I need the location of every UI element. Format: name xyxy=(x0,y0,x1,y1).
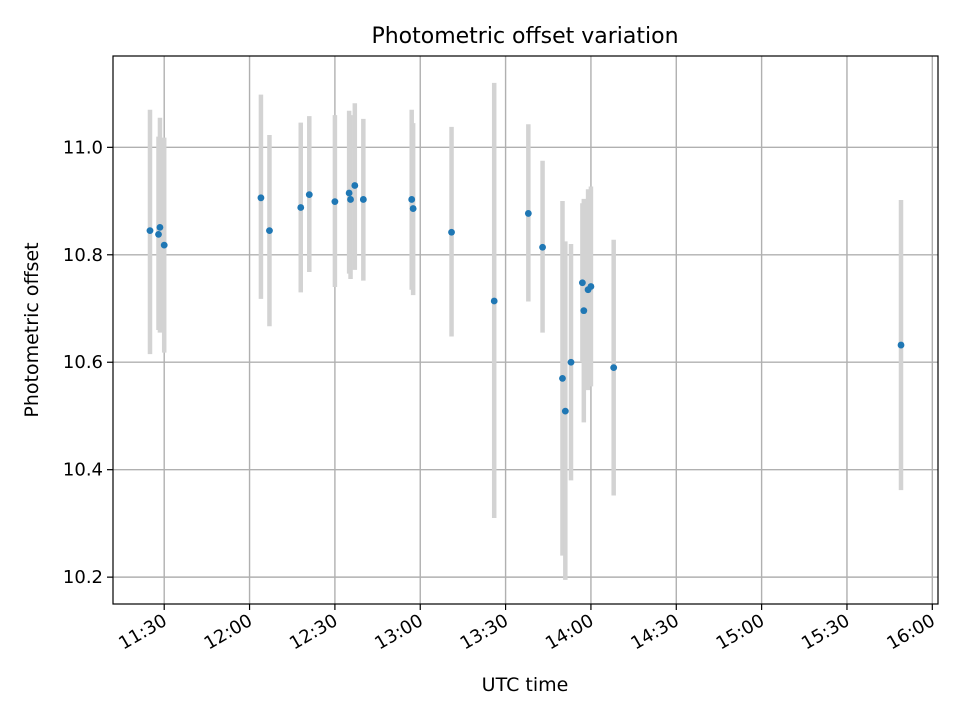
data-point xyxy=(266,227,273,235)
data-point xyxy=(347,196,354,203)
data-point xyxy=(297,204,305,211)
data-point xyxy=(345,189,353,197)
x-tick-label: 12:00 xyxy=(201,610,256,654)
x-tick-label: 12:30 xyxy=(286,610,341,654)
x-tick-label: 14:30 xyxy=(627,610,682,654)
data-point xyxy=(351,182,359,189)
y-axis-label: Photometric offset xyxy=(21,242,43,417)
data-point xyxy=(567,358,575,366)
x-tick-label: 14:00 xyxy=(542,610,597,654)
y-tick-label: 11.0 xyxy=(63,137,103,158)
data-point xyxy=(160,241,168,249)
chart-title: Photometric offset variation xyxy=(371,24,678,49)
x-tick-label: 11:30 xyxy=(115,610,170,654)
data-point xyxy=(587,283,595,290)
data-point xyxy=(561,407,569,415)
x-axis-label: UTC time xyxy=(482,674,569,696)
data-point xyxy=(448,228,455,236)
data-point xyxy=(897,341,905,349)
data-point xyxy=(305,191,313,199)
y-tick-label: 10.6 xyxy=(63,352,103,373)
data-point xyxy=(578,279,586,287)
y-tick-label: 10.4 xyxy=(63,460,103,481)
plot-frame xyxy=(112,55,939,605)
error-bars xyxy=(147,82,904,580)
y-tick-label: 10.2 xyxy=(63,567,103,588)
data-point xyxy=(409,205,417,212)
data-point xyxy=(580,307,588,315)
data-point xyxy=(257,194,265,202)
x-tick-label: 15:00 xyxy=(713,610,768,654)
y-tick-label: 10.8 xyxy=(63,245,103,266)
data-point xyxy=(539,243,546,251)
data-points xyxy=(146,182,905,415)
data-point xyxy=(156,223,164,231)
data-point xyxy=(331,198,339,205)
data-point xyxy=(490,297,498,305)
data-point xyxy=(408,196,416,203)
x-tick-label: 16:00 xyxy=(883,610,938,654)
data-point xyxy=(359,196,367,203)
x-tick-label: 15:30 xyxy=(798,610,853,654)
y-ticks: 10.2 10.4 10.6 10.8 11.0 xyxy=(63,137,113,588)
data-point xyxy=(610,364,618,372)
data-point xyxy=(155,230,162,238)
grid-lines xyxy=(113,56,938,604)
data-point xyxy=(559,374,566,382)
data-point xyxy=(524,210,532,217)
data-point xyxy=(146,227,154,235)
x-ticks: 11:30 12:00 12:30 13:00 13:30 14:00 14:30 15:00… xyxy=(115,604,939,654)
x-tick-label: 13:30 xyxy=(457,610,512,654)
x-tick-label: 13:00 xyxy=(371,610,426,654)
